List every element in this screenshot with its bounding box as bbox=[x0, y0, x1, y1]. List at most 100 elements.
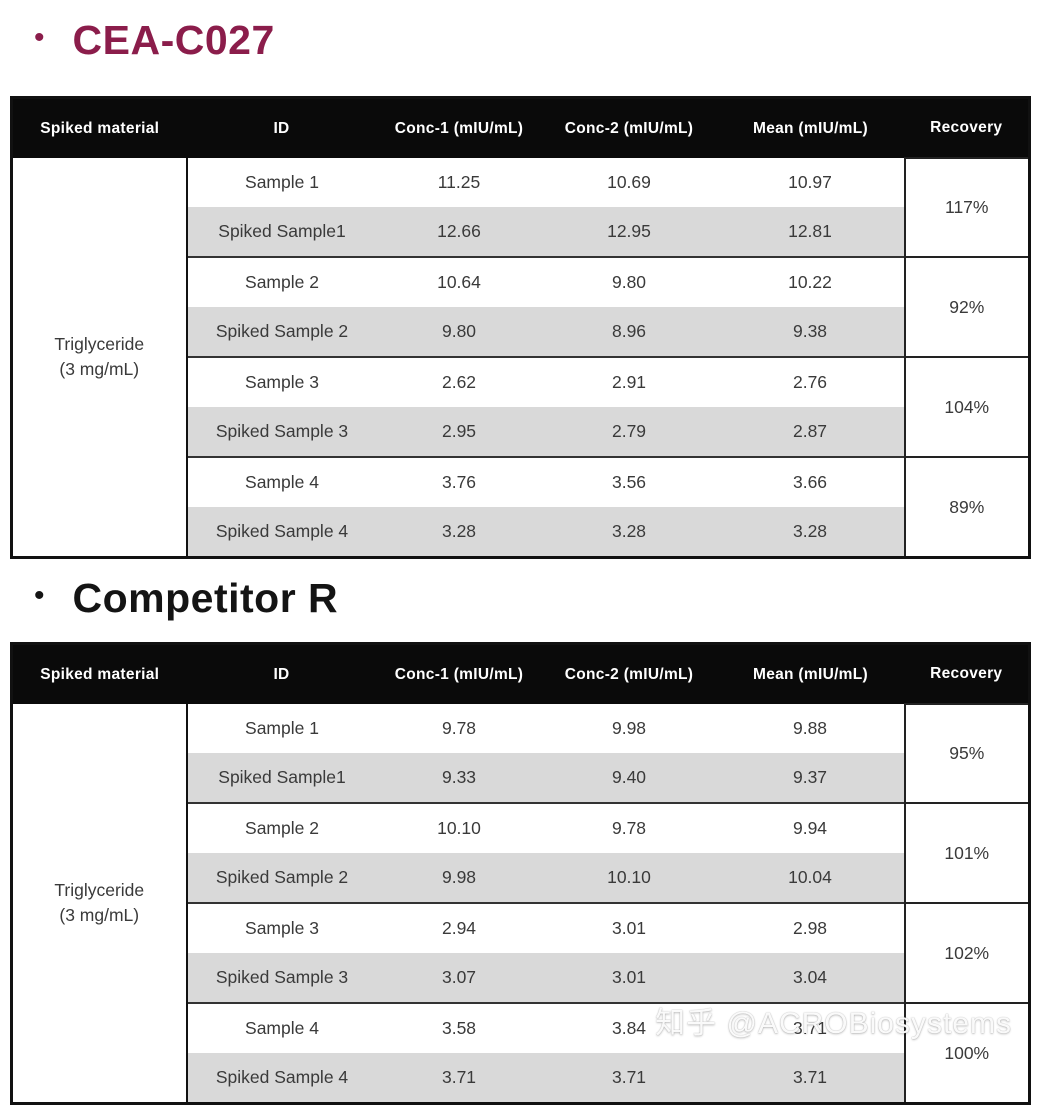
cell-conc-2: 9.80 bbox=[541, 256, 717, 307]
cell-id: Sample 4 bbox=[186, 456, 377, 507]
header-row: Spiked material ID Conc-1 (mIU/mL) Conc-… bbox=[11, 97, 1030, 158]
cell-recovery: 89% bbox=[903, 456, 1030, 559]
cell-mean: 9.37 bbox=[716, 753, 905, 803]
table-body: Triglyceride (3 mg/mL) Sample 1 11.25 10.69 1… bbox=[11, 157, 1030, 559]
cell-mean: 10.04 bbox=[716, 853, 905, 903]
col-conc-2: Conc-2 (mIU/mL) bbox=[541, 97, 717, 158]
col-conc-1: Conc-1 (mIU/mL) bbox=[376, 643, 542, 704]
cell-conc-1: 3.58 bbox=[376, 1002, 542, 1053]
table-row: Sample 3 2.94 3.01 2.98 102% bbox=[12, 902, 1030, 1004]
col-id: ID bbox=[186, 97, 377, 158]
cell-mean: 3.04 bbox=[716, 953, 905, 1003]
cell-recovery: 102% bbox=[903, 902, 1030, 1004]
cell-conc-1: 9.33 bbox=[376, 753, 542, 803]
cell-mean: 9.38 bbox=[716, 307, 905, 357]
bullet-icon: • bbox=[34, 21, 45, 54]
cell-id: Spiked Sample 2 bbox=[186, 853, 377, 903]
cell-conc-1: 9.98 bbox=[376, 853, 542, 903]
header-row: Spiked material ID Conc-1 (mIU/mL) Conc-… bbox=[11, 643, 1030, 704]
cell-recovery: 100% bbox=[903, 1002, 1030, 1105]
cell-mean: 3.28 bbox=[716, 507, 905, 558]
cell-mean: 3.66 bbox=[716, 456, 905, 507]
table-header: Spiked material ID Conc-1 (mIU/mL) Conc-… bbox=[11, 97, 1030, 158]
cell-conc-1: 3.71 bbox=[376, 1053, 542, 1104]
cell-id: Spiked Sample 4 bbox=[186, 1053, 377, 1104]
cell-conc-2: 3.71 bbox=[541, 1053, 717, 1104]
cell-id: Spiked Sample 4 bbox=[186, 507, 377, 558]
cell-conc-2: 9.98 bbox=[541, 704, 717, 753]
cell-id: Spiked Sample1 bbox=[186, 753, 377, 803]
cell-recovery: 92% bbox=[903, 256, 1030, 358]
cell-id: Sample 3 bbox=[186, 902, 377, 953]
recovery-table-cea: Spiked material ID Conc-1 (mIU/mL) Conc-… bbox=[10, 96, 1031, 559]
cell-conc-2: 10.10 bbox=[541, 853, 717, 903]
cell-conc-1: 10.64 bbox=[376, 256, 542, 307]
cell-conc-1: 9.78 bbox=[376, 704, 542, 753]
col-conc-1: Conc-1 (mIU/mL) bbox=[376, 97, 542, 158]
section-cea-c027: • CEA-C027 Spiked material ID Conc-1 (mI… bbox=[0, 14, 1038, 559]
cell-mean: 10.22 bbox=[716, 256, 905, 307]
cell-conc-2: 3.28 bbox=[541, 507, 717, 558]
cell-mean: 3.71 bbox=[716, 1002, 905, 1053]
col-conc-2: Conc-2 (mIU/mL) bbox=[541, 643, 717, 704]
cell-id: Spiked Sample1 bbox=[186, 207, 377, 257]
cell-conc-1: 10.10 bbox=[376, 802, 542, 853]
cell-mean: 9.88 bbox=[716, 704, 905, 753]
table-row: Sample 2 10.10 9.78 9.94 101% bbox=[12, 802, 1030, 904]
cell-spiked-material: Triglyceride (3 mg/mL) bbox=[11, 158, 188, 558]
bullet-icon: • bbox=[34, 579, 45, 612]
table-header: Spiked material ID Conc-1 (mIU/mL) Conc-… bbox=[11, 643, 1030, 704]
cell-conc-2: 10.69 bbox=[541, 158, 717, 207]
cell-conc-2: 3.01 bbox=[541, 902, 717, 953]
cell-conc-1: 3.28 bbox=[376, 507, 542, 558]
cell-conc-2: 9.40 bbox=[541, 753, 717, 803]
cell-spiked-material: Triglyceride (3 mg/mL) bbox=[11, 704, 188, 1104]
cell-conc-1: 11.25 bbox=[376, 158, 542, 207]
cell-id: Sample 1 bbox=[186, 158, 377, 207]
col-spiked-material: Spiked material bbox=[11, 97, 187, 158]
col-recovery: Recovery bbox=[904, 97, 1030, 158]
table-row: Spiked Sample 3 3.07 3.01 3.04 bbox=[12, 953, 1030, 1003]
cell-conc-2: 3.01 bbox=[541, 953, 717, 1003]
col-mean: Mean (mIU/mL) bbox=[716, 97, 905, 158]
cell-conc-1: 9.80 bbox=[376, 307, 542, 357]
table-body: Triglyceride (3 mg/mL) Sample 1 9.78 9.98 9.8… bbox=[11, 703, 1030, 1105]
table-row: Spiked Sample1 12.66 12.95 12.81 bbox=[12, 207, 1030, 257]
cell-conc-2: 12.95 bbox=[541, 207, 717, 257]
cell-mean: 3.71 bbox=[716, 1053, 905, 1104]
recovery-table-competitor: Spiked material ID Conc-1 (mIU/mL) Conc-… bbox=[10, 642, 1031, 1105]
cell-id: Sample 3 bbox=[186, 356, 377, 407]
col-spiked-material: Spiked material bbox=[11, 643, 187, 704]
table-row: Triglyceride (3 mg/mL) Sample 1 11.25 10.69 1… bbox=[11, 157, 1030, 558]
cell-conc-1: 3.07 bbox=[376, 953, 542, 1003]
cell-id: Spiked Sample 2 bbox=[186, 307, 377, 357]
cell-mean: 9.94 bbox=[716, 802, 905, 853]
cell-mean: 2.98 bbox=[716, 902, 905, 953]
cell-conc-1: 3.76 bbox=[376, 456, 542, 507]
table-row: Spiked Sample1 9.33 9.40 9.37 bbox=[12, 753, 1030, 803]
cell-mean: 10.97 bbox=[716, 158, 905, 207]
cell-id: Sample 2 bbox=[186, 802, 377, 853]
cell-id: Sample 2 bbox=[186, 256, 377, 307]
cell-conc-1: 2.94 bbox=[376, 902, 542, 953]
section-competitor-r: • Competitor R Spiked material ID Conc-1… bbox=[0, 572, 1038, 1105]
cell-mean: 12.81 bbox=[716, 207, 905, 257]
cell-recovery: 117% bbox=[903, 157, 1030, 258]
cell-conc-2: 3.84 bbox=[541, 1002, 717, 1053]
section-heading: • CEA-C027 bbox=[0, 14, 1038, 66]
cell-recovery: 95% bbox=[903, 703, 1030, 804]
table-row: Spiked Sample 3 2.95 2.79 2.87 bbox=[12, 407, 1030, 457]
cell-conc-2: 8.96 bbox=[541, 307, 717, 357]
cell-conc-1: 2.95 bbox=[376, 407, 542, 457]
cell-recovery: 101% bbox=[903, 802, 1030, 904]
cell-conc-1: 12.66 bbox=[376, 207, 542, 257]
table-row: Spiked Sample 2 9.98 10.10 10.04 bbox=[12, 853, 1030, 903]
page-title: CEA-C027 bbox=[72, 16, 275, 63]
cell-id: Sample 1 bbox=[186, 704, 377, 753]
cell-id: Sample 4 bbox=[186, 1002, 377, 1053]
table-row: Spiked Sample 2 9.80 8.96 9.38 bbox=[12, 307, 1030, 357]
cell-mean: 2.87 bbox=[716, 407, 905, 457]
col-recovery: Recovery bbox=[904, 643, 1030, 704]
cell-id: Spiked Sample 3 bbox=[186, 953, 377, 1003]
col-id: ID bbox=[186, 643, 377, 704]
